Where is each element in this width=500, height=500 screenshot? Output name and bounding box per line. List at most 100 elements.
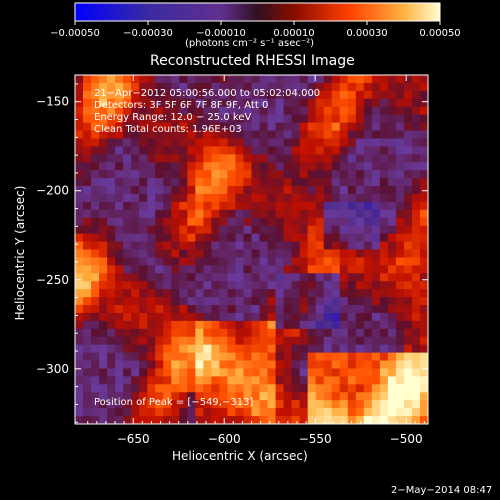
heatmap-cell [187,312,196,322]
heatmap-cell [227,352,237,362]
heatmap-cell [411,368,421,378]
heatmap-cell [403,400,413,409]
footer-date: 2−May−2014 08:47 [391,485,493,496]
heatmap-cell [219,257,229,266]
heatmap-cell [275,305,285,314]
heatmap-cell [99,138,108,147]
heatmap-cell [163,178,172,187]
heatmap-cell [227,201,237,211]
heatmap-cell [419,408,428,417]
heatmap-cell [107,297,116,306]
heatmap-cell [307,82,317,92]
heatmap-cell [155,289,164,298]
heatmap-cell [227,130,237,140]
heatmap-cell [107,146,116,155]
heatmap-cell [419,178,428,187]
heatmap-cell [115,336,124,346]
heatmap-cell [259,162,269,171]
heatmap-cell [91,416,100,424]
heatmap-cell [75,82,84,92]
heatmap-cell [339,217,349,227]
heatmap-cell [75,130,84,140]
heatmap-cell [363,75,373,84]
colorbar-tick-label: −0.00030 [123,28,173,39]
heatmap-cell [259,114,269,124]
heatmap-cell [331,201,341,211]
heatmap-cell [115,400,124,409]
heatmap-cell [347,186,357,195]
heatmap-cell [387,368,397,378]
heatmap-cell [91,82,100,92]
heatmap-cell [243,75,253,84]
heatmap-cell [283,273,293,282]
heatmap-cell [139,360,148,370]
heatmap-cell [331,265,341,274]
heatmap-cell [307,297,317,306]
heatmap-cell [291,90,301,100]
heatmap-cell [283,249,293,259]
heatmap-cell [395,368,405,378]
heatmap-cell [395,376,405,385]
heatmap-cell [115,249,124,259]
chart-title: Reconstructed RHESSI Image [150,53,355,69]
heatmap-cell [171,320,180,330]
heatmap-cell [387,90,397,100]
heatmap-cell [219,320,229,330]
heatmap-cell [355,376,365,385]
heatmap-cell [331,352,341,362]
heatmap-cell [355,82,365,92]
heatmap-cell [203,122,212,132]
heatmap-cell [139,273,148,282]
heatmap-cell [251,360,261,370]
heatmap-cell [211,352,221,362]
heatmap-cell [283,122,293,132]
heatmap-cell [75,281,84,290]
heatmap-cell [419,106,428,116]
heatmap-cell [147,114,156,124]
heatmap-cell [299,328,309,338]
heatmap-cell [331,384,341,393]
heatmap-cell [139,312,148,322]
heatmap-cell [331,257,341,266]
heatmap-cell [219,344,229,354]
heatmap-cell [99,75,108,84]
heatmap-cell [219,289,229,298]
heatmap-cell [355,320,365,330]
heatmap-cell [275,225,285,235]
heatmap-cell [339,209,349,219]
heatmap-cell [275,186,285,195]
heatmap-cell [315,416,325,424]
heatmap-cell [315,289,325,298]
heatmap-cell [347,360,357,370]
heatmap-cell [363,233,373,243]
heatmap-cell [387,297,397,306]
heatmap-cell [347,193,357,203]
heatmap-cell [139,130,148,140]
heatmap-cell [147,320,156,330]
heatmap-cell [147,178,156,187]
heatmap-cell [211,305,221,314]
heatmap-cell [123,146,132,155]
heatmap-cell [283,178,293,187]
heatmap-cell [147,400,156,409]
heatmap-cell [307,178,317,187]
heatmap-cell [115,416,124,424]
heatmap-cell [83,368,92,378]
heatmap-cell [219,98,229,108]
heatmap-cell [171,360,180,370]
heatmap-cell [347,416,357,424]
heatmap-cell [299,368,309,378]
heatmap-cell [251,217,261,227]
heatmap-cell [299,75,309,84]
heatmap-cell [275,257,285,266]
heatmap-cell [131,106,140,116]
heatmap-cell [131,408,140,417]
heatmap-cell [227,336,237,346]
heatmap-cell [339,336,349,346]
heatmap-cell [115,297,124,306]
heatmap-cell [163,209,172,219]
heatmap-cell [379,90,389,100]
heatmap-cell [235,98,245,108]
heatmap-cell [411,328,421,338]
heatmap-cell [235,392,245,401]
